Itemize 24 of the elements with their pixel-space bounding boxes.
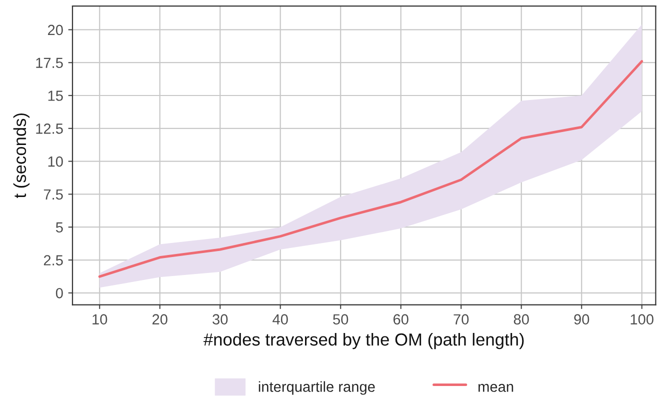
y-tick-label: 2.5 bbox=[44, 255, 63, 266]
x-tick-label: 80 bbox=[514, 314, 529, 324]
x-tick-label: 10 bbox=[92, 314, 108, 324]
x-tick-label: 100 bbox=[630, 314, 654, 324]
y-tick-label: 12.5 bbox=[36, 124, 63, 134]
text: interquartile range bbox=[258, 381, 375, 395]
x-tick-label: 50 bbox=[333, 314, 348, 324]
legend-label: mean bbox=[478, 384, 514, 392]
x-axis-title: #nodes traversed by the OM (path length) bbox=[204, 332, 524, 350]
y-tick-label: 10 bbox=[48, 156, 63, 167]
x-tick-label: 60 bbox=[393, 314, 408, 324]
y-tick-label: 20 bbox=[48, 24, 63, 36]
y-tick-label: 5 bbox=[56, 222, 63, 233]
line-series bbox=[98, 60, 644, 278]
y-axis-title: t (seconds) bbox=[13, 114, 30, 198]
x-tick-label: 30 bbox=[212, 314, 228, 324]
x-tick-label: 90 bbox=[574, 314, 590, 324]
y-tick-label: 7.5 bbox=[44, 189, 63, 200]
y-tick-label: 17.5 bbox=[36, 58, 63, 68]
x-tick-label: 20 bbox=[152, 314, 168, 324]
x-tick-label: 70 bbox=[454, 314, 469, 324]
y-tick-label: 0 bbox=[56, 288, 63, 298]
x-tick-label: 40 bbox=[272, 314, 288, 324]
y-tick-label: 15 bbox=[48, 90, 63, 101]
